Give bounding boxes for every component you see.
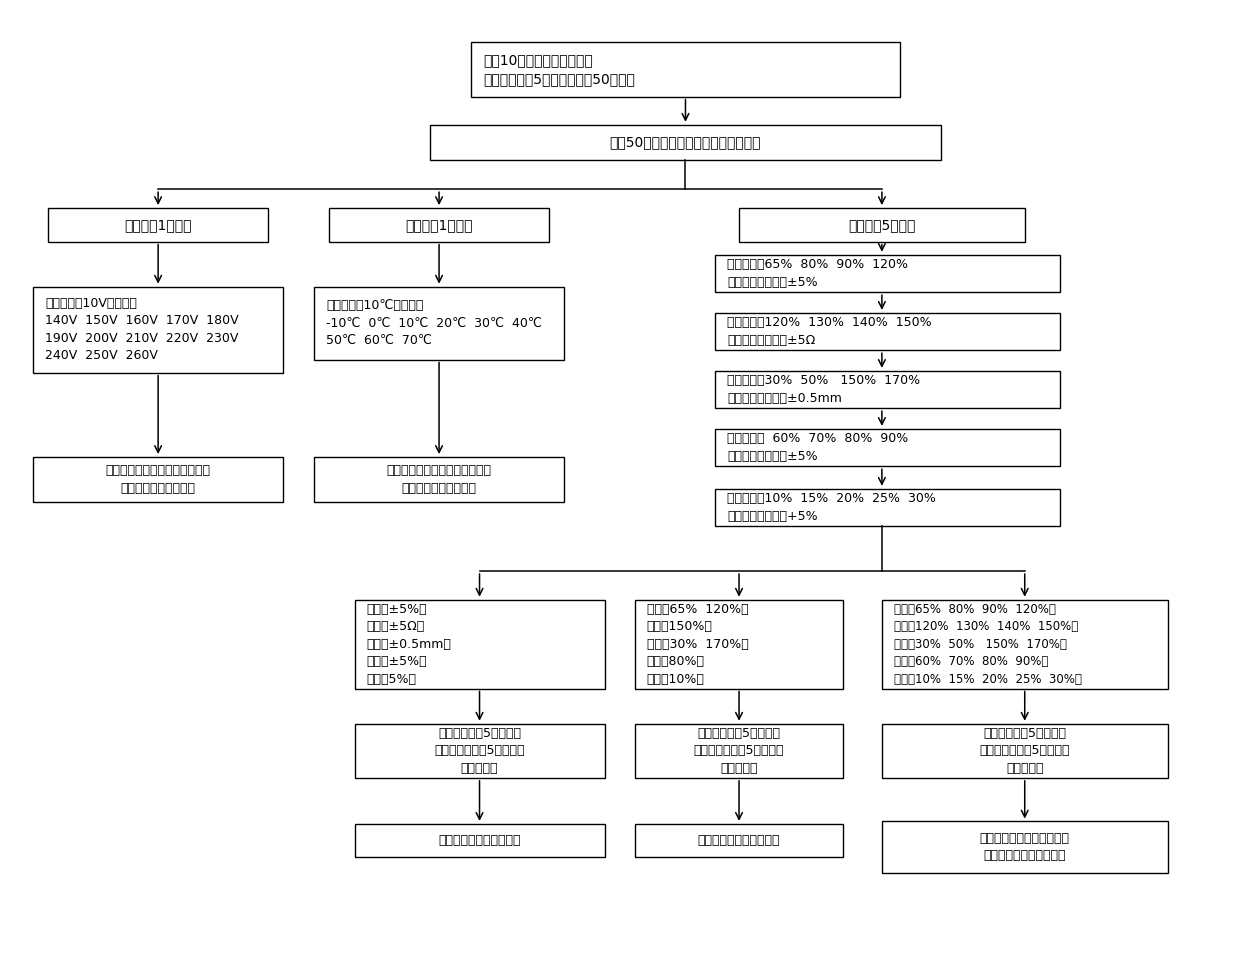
FancyBboxPatch shape [635,600,843,689]
FancyBboxPatch shape [314,286,564,360]
Text: 匝数仿真：  60%  70%  80%  90%
匝数分散性试验：±5%: 匝数仿真： 60% 70% 80% 90% 匝数分散性试验：±5% [727,433,909,463]
Text: 间隙试验：30%  50%   150%  170%
间隙分散性试验：±0.5mm: 间隙试验：30% 50% 150% 170% 间隙分散性试验：±0.5mm [727,374,920,405]
FancyBboxPatch shape [33,286,283,372]
FancyBboxPatch shape [355,600,605,689]
Text: 温度试验（10℃间隔）：
-10℃  0℃  10℃  20℃  30℃  40℃
50℃  60℃  70℃: 温度试验（10℃间隔）： -10℃ 0℃ 10℃ 20℃ 30℃ 40℃ 50℃… [326,299,542,347]
FancyBboxPatch shape [882,600,1168,689]
Text: 选取其中1个线圈: 选取其中1个线圈 [124,218,192,232]
FancyBboxPatch shape [715,255,1060,292]
Text: 电压（65%  80%  90%  120%）
电阻（120%  130%  140%  150%）
间隙（30%  50%   150%  170%）
匝数（: 电压（65% 80% 90% 120%） 电阻（120% 130% 140% 1… [894,603,1081,686]
Text: 电压试验：65%  80%  90%  120%
电压分散性试验：±5%: 电压试验：65% 80% 90% 120% 电压分散性试验：±5% [727,258,908,288]
Text: 插值生成不同温度下的正常曲线
与平均曲线的比例系数: 插值生成不同温度下的正常曲线 与平均曲线的比例系数 [387,464,491,495]
Text: 插值生成不同电压下的正常曲线
与平均曲线的比例系数: 插值生成不同电压下的正常曲线 与平均曲线的比例系数 [105,464,211,495]
FancyBboxPatch shape [739,208,1024,242]
FancyBboxPatch shape [882,821,1168,873]
FancyBboxPatch shape [882,724,1168,778]
FancyBboxPatch shape [329,208,549,242]
Text: 阻力仿真：10%  15%  20%  25%  30%
阻力分散性仿真：+5%: 阻力仿真：10% 15% 20% 25% 30% 阻力分散性仿真：+5% [727,492,936,522]
Text: 电压（±5%）
电阻（±5Ω）
电隙（±0.5mm）
匝数（±5%）
阻力（5%）: 电压（±5%） 电阻（±5Ω） 电隙（±0.5mm） 匝数（±5%） 阻力（5%… [367,603,451,686]
Text: 提取每条曲线5个特征值
提取平均曲线的5个特征值
归一化处理: 提取每条曲线5个特征值 提取平均曲线的5个特征值 归一化处理 [694,727,784,775]
Text: 取最小特征值为故障阈值: 取最小特征值为故障阈值 [698,834,780,847]
FancyBboxPatch shape [429,125,941,160]
FancyBboxPatch shape [33,456,283,501]
FancyBboxPatch shape [635,724,843,778]
FancyBboxPatch shape [715,371,1060,408]
FancyBboxPatch shape [715,429,1060,466]
Text: 取最大特征值为正常阈值: 取最大特征值为正常阈值 [438,834,521,847]
Text: 选取其中1个线圈: 选取其中1个线圈 [405,218,472,232]
Text: 提取每条曲线5个特征值
提取平均曲线的5个特征值
归一化处理: 提取每条曲线5个特征值 提取平均曲线的5个特征值 归一化处理 [434,727,525,775]
FancyBboxPatch shape [471,42,900,96]
FancyBboxPatch shape [355,724,605,778]
FancyBboxPatch shape [355,824,605,858]
Text: 电压（65%  120%）
电阻（150%）
间隙（30%  170%）
匝数（80%）
阻力（10%）: 电压（65% 120%） 电阻（150%） 间隙（30% 170%） 匝数（80… [647,603,749,686]
Text: 提取每条曲线5个特征值
提取平均曲线的5个特征值
归一化处理: 提取每条曲线5个特征值 提取平均曲线的5个特征值 归一化处理 [980,727,1070,775]
Text: 选取10个线圈进行正常试验
各线圈均采样5条曲线，总计50条曲线: 选取10个线圈进行正常试验 各线圈均采样5条曲线，总计50条曲线 [484,53,635,86]
Text: 选取其中5个线圈: 选取其中5个线圈 [848,218,915,232]
Text: 电阻试验：120%  130%  140%  150%
电阻分散性仿真：±5Ω: 电阻试验：120% 130% 140% 150% 电阻分散性仿真：±5Ω [727,316,931,347]
FancyBboxPatch shape [314,456,564,501]
Text: 电压试验（10V间隔）：
140V  150V  160V  170V  180V
190V  200V  210V  220V  230V
240V  250: 电压试验（10V间隔）： 140V 150V 160V 170V 180V 19… [45,297,238,362]
Text: 用归一化特征值和故障标签
训练支持向量机分类模型: 用归一化特征值和故障标签 训练支持向量机分类模型 [980,832,1070,862]
FancyBboxPatch shape [635,824,843,858]
FancyBboxPatch shape [715,489,1060,526]
Text: 计算50条正常曲线的平均曲线和标准差: 计算50条正常曲线的平均曲线和标准差 [610,136,761,149]
FancyBboxPatch shape [715,313,1060,350]
FancyBboxPatch shape [48,208,268,242]
